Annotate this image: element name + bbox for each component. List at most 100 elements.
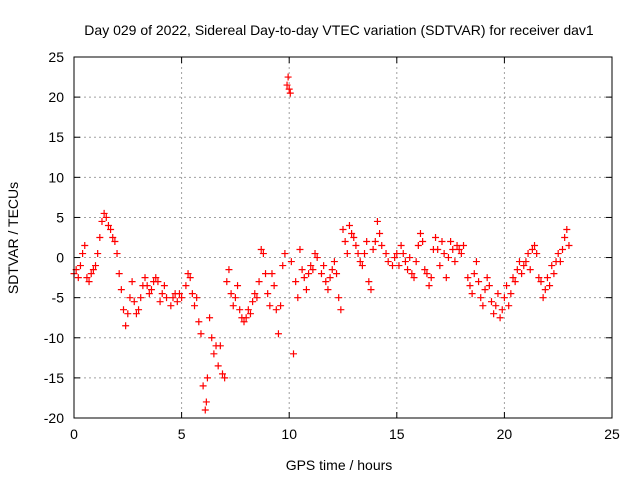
data-point bbox=[341, 238, 349, 246]
data-point bbox=[96, 234, 104, 241]
data-point bbox=[541, 286, 549, 294]
data-point bbox=[449, 246, 457, 254]
data-point bbox=[363, 238, 371, 246]
data-point bbox=[565, 242, 573, 250]
y-tick-label: 10 bbox=[48, 169, 64, 185]
data-point bbox=[94, 250, 102, 258]
y-tick-label: 15 bbox=[48, 129, 64, 145]
data-point bbox=[234, 282, 242, 290]
data-point bbox=[249, 298, 257, 306]
data-point bbox=[102, 213, 110, 221]
data-point bbox=[143, 282, 151, 290]
data-point bbox=[472, 258, 480, 266]
data-point bbox=[197, 330, 205, 338]
data-point bbox=[175, 290, 183, 298]
data-point bbox=[481, 286, 489, 294]
data-point bbox=[201, 406, 209, 414]
data-point bbox=[505, 302, 513, 310]
data-point bbox=[100, 209, 108, 217]
data-point bbox=[453, 242, 461, 250]
y-tick-label: -15 bbox=[44, 370, 64, 386]
data-point bbox=[285, 85, 293, 93]
y-tick-label: 25 bbox=[48, 49, 64, 65]
data-point bbox=[195, 318, 203, 326]
data-point bbox=[317, 270, 325, 278]
data-point bbox=[399, 250, 407, 258]
data-point bbox=[236, 306, 244, 314]
data-point bbox=[412, 258, 420, 266]
data-point bbox=[167, 302, 175, 310]
data-point bbox=[214, 362, 222, 370]
data-point bbox=[92, 262, 100, 270]
data-point bbox=[440, 250, 448, 258]
x-tick-label: 20 bbox=[497, 426, 513, 442]
data-point bbox=[193, 294, 201, 302]
data-point bbox=[202, 398, 210, 406]
data-point bbox=[382, 250, 390, 258]
data-point bbox=[227, 290, 235, 298]
data-point bbox=[173, 298, 181, 306]
data-point bbox=[470, 270, 478, 278]
data-point bbox=[89, 266, 97, 274]
data-point bbox=[356, 258, 364, 266]
data-point bbox=[442, 274, 450, 282]
data-point bbox=[307, 262, 315, 270]
data-point bbox=[259, 250, 267, 258]
data-point bbox=[81, 242, 89, 250]
data-point bbox=[477, 294, 485, 302]
data-point bbox=[397, 242, 405, 250]
data-point bbox=[324, 286, 332, 294]
data-point bbox=[326, 274, 334, 282]
data-point bbox=[79, 250, 87, 258]
data-point bbox=[345, 221, 353, 229]
y-tick-label: -5 bbox=[52, 290, 65, 306]
y-tick-label: 20 bbox=[48, 89, 64, 105]
data-point bbox=[548, 262, 556, 270]
data-point bbox=[434, 246, 442, 254]
data-point bbox=[309, 266, 317, 274]
data-point bbox=[526, 266, 534, 274]
data-point bbox=[218, 370, 226, 378]
data-point bbox=[251, 290, 259, 298]
data-point bbox=[479, 302, 487, 310]
data-point bbox=[421, 266, 429, 274]
data-point bbox=[156, 298, 164, 306]
data-point bbox=[188, 290, 196, 298]
data-point bbox=[427, 274, 435, 282]
data-point bbox=[158, 290, 166, 298]
data-point bbox=[154, 278, 162, 286]
data-point bbox=[111, 238, 119, 246]
data-point bbox=[221, 374, 229, 382]
y-tick-label: -10 bbox=[44, 330, 64, 346]
data-point bbox=[311, 250, 319, 258]
data-point bbox=[447, 238, 455, 246]
data-point bbox=[290, 350, 298, 358]
data-point bbox=[199, 382, 207, 390]
data-point bbox=[438, 238, 446, 246]
data-point bbox=[229, 302, 237, 310]
data-point bbox=[554, 250, 562, 258]
data-point bbox=[485, 282, 493, 290]
data-point bbox=[264, 290, 272, 298]
y-axis-label: SDTVAR / TECUs bbox=[5, 182, 21, 294]
data-point bbox=[152, 274, 160, 282]
data-point bbox=[107, 225, 115, 233]
data-point bbox=[533, 250, 541, 258]
data-point bbox=[104, 221, 112, 229]
data-point bbox=[83, 274, 91, 282]
y-tick-label: 0 bbox=[56, 250, 64, 266]
data-point bbox=[335, 294, 343, 302]
data-point bbox=[373, 217, 381, 225]
data-point bbox=[126, 294, 134, 302]
data-point bbox=[466, 282, 474, 290]
data-point bbox=[391, 254, 399, 262]
data-point bbox=[255, 278, 263, 286]
data-point bbox=[296, 246, 304, 254]
data-point bbox=[524, 250, 532, 258]
data-point bbox=[132, 310, 140, 318]
data-point bbox=[539, 294, 547, 302]
data-point bbox=[503, 282, 511, 290]
data-point bbox=[240, 318, 248, 326]
data-point bbox=[457, 250, 465, 258]
